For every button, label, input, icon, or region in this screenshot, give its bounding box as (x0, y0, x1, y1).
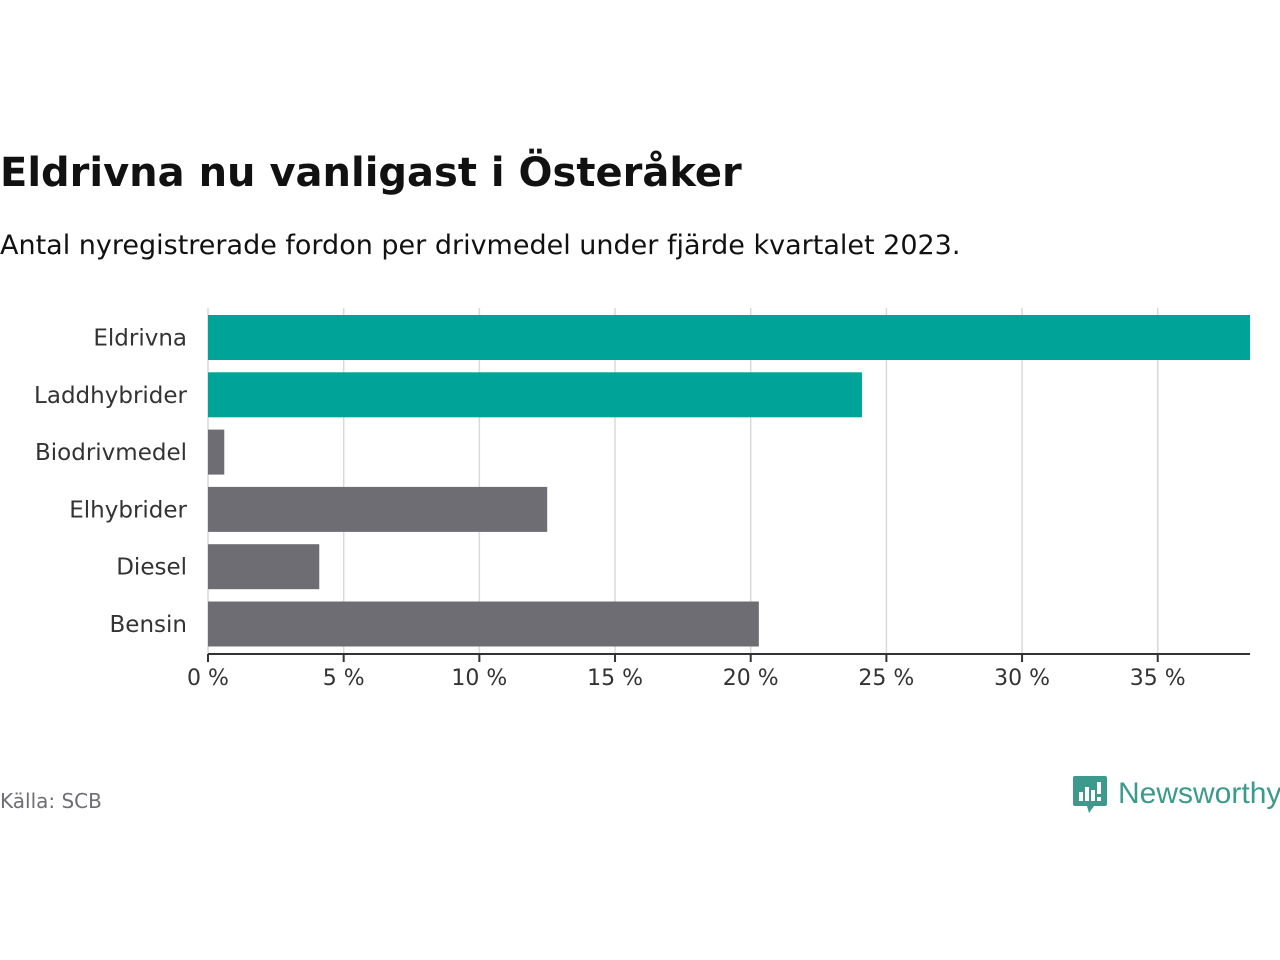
bars (208, 315, 1250, 647)
x-tick-label: 30 % (994, 666, 1050, 691)
bar-laddhybrider[interactable] (208, 372, 862, 418)
bar-diesel[interactable] (208, 544, 320, 590)
brand-logo[interactable]: Newsworthy (1072, 774, 1280, 814)
bar-elhybrider[interactable] (208, 486, 548, 532)
category-label: Diesel (116, 555, 187, 581)
x-tick-label: 20 % (723, 666, 779, 691)
category-labels: Eldrivna Laddhybrider Biodrivmedel Elhybrid… (34, 326, 187, 639)
category-label: Elhybrider (69, 497, 187, 523)
x-tick-label: 0 % (187, 666, 229, 691)
source-note: Källa: SCB (0, 789, 102, 813)
x-tick-label: 15 % (587, 666, 643, 691)
x-tick-label: 10 % (451, 666, 507, 691)
category-label: Laddhybrider (34, 383, 187, 409)
grid-lines (207, 308, 1159, 654)
x-tick-label: 25 % (858, 666, 914, 691)
brand-name: Newsworthy (1118, 777, 1280, 810)
x-axis: 0 % 5 % 10 % 15 % 20 % 25 % 30 % 35 % (187, 653, 1250, 691)
x-tick-label: 5 % (323, 666, 365, 691)
bar-chart: Eldrivna Laddhybrider Biodrivmedel Elhybrid… (34, 308, 1250, 691)
category-label: Biodrivmedel (35, 440, 187, 466)
bar-bensin[interactable] (208, 601, 759, 647)
newsworthy-chart-icon (1073, 776, 1107, 813)
bar-eldrivna[interactable] (208, 315, 1250, 360)
category-label: Eldrivna (93, 326, 187, 352)
bar-biodrivmedel[interactable] (208, 429, 225, 475)
category-label: Bensin (110, 612, 187, 638)
chart-subtitle: Antal nyregistrerade fordon per drivmede… (0, 230, 961, 261)
x-tick-label: 35 % (1130, 666, 1186, 691)
chart-title: Eldrivna nu vanligast i Österåker (0, 150, 742, 196)
